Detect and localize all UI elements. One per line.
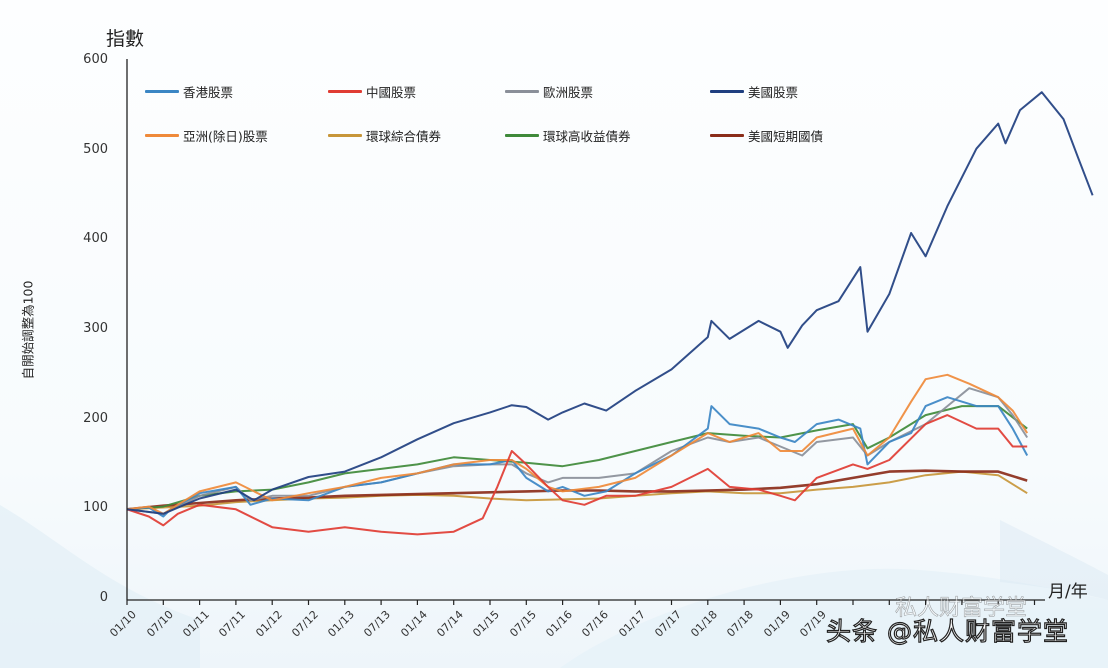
series-layer xyxy=(126,91,1094,536)
legend-swatch xyxy=(505,90,539,93)
y-tick-label: 100 xyxy=(83,500,108,516)
watermark-faint: 私人财富学堂 xyxy=(895,596,1028,622)
legend-label: 亞洲(除日)股票 xyxy=(183,129,268,144)
y-axis-title: 指數 xyxy=(106,28,145,50)
legend-item: 美國股票 xyxy=(710,82,798,101)
y-tick-label: 300 xyxy=(83,320,108,336)
y-tick-label: 0 xyxy=(99,590,108,605)
legend-swatch xyxy=(328,90,362,93)
legend-item: 美國短期國債 xyxy=(710,126,823,145)
series-line xyxy=(126,373,1029,515)
y-tick-label: 500 xyxy=(83,141,108,157)
legend-label: 美國短期國債 xyxy=(748,129,824,144)
y-tick-label: 400 xyxy=(83,231,108,247)
legend-item: 中國股票 xyxy=(328,82,416,101)
legend-label: 環球高收益債券 xyxy=(543,129,631,144)
legend-swatch xyxy=(505,134,539,137)
legend-label: 美國股票 xyxy=(748,85,799,100)
y-tick-label: 600 xyxy=(83,51,108,67)
legend-swatch xyxy=(145,90,179,93)
legend-label: 歐洲股票 xyxy=(543,85,594,100)
legend-swatch xyxy=(710,90,744,93)
series-line xyxy=(126,405,1028,511)
series-line xyxy=(126,91,1094,515)
y-tick-label: 200 xyxy=(83,410,108,426)
watermark: 头条 @私人财富学堂 xyxy=(825,616,1069,646)
legend-swatch xyxy=(145,134,179,137)
x-tick-marks xyxy=(126,600,1036,605)
legend-label: 中國股票 xyxy=(366,85,417,100)
legend-item: 環球綜合債券 xyxy=(328,126,441,145)
legend-label: 環球綜合債券 xyxy=(366,129,442,144)
series-line xyxy=(126,414,1028,536)
legend-item: 歐洲股票 xyxy=(505,82,593,101)
x-axis-unit: 月/年 xyxy=(1048,582,1088,602)
legend-item: 環球高收益債券 xyxy=(505,126,631,145)
legend-swatch xyxy=(328,134,362,137)
legend-item: 亞洲(除日)股票 xyxy=(145,126,268,145)
legend-swatch xyxy=(710,134,744,137)
legend-item: 香港股票 xyxy=(145,82,233,101)
legend-label: 香港股票 xyxy=(183,85,234,100)
